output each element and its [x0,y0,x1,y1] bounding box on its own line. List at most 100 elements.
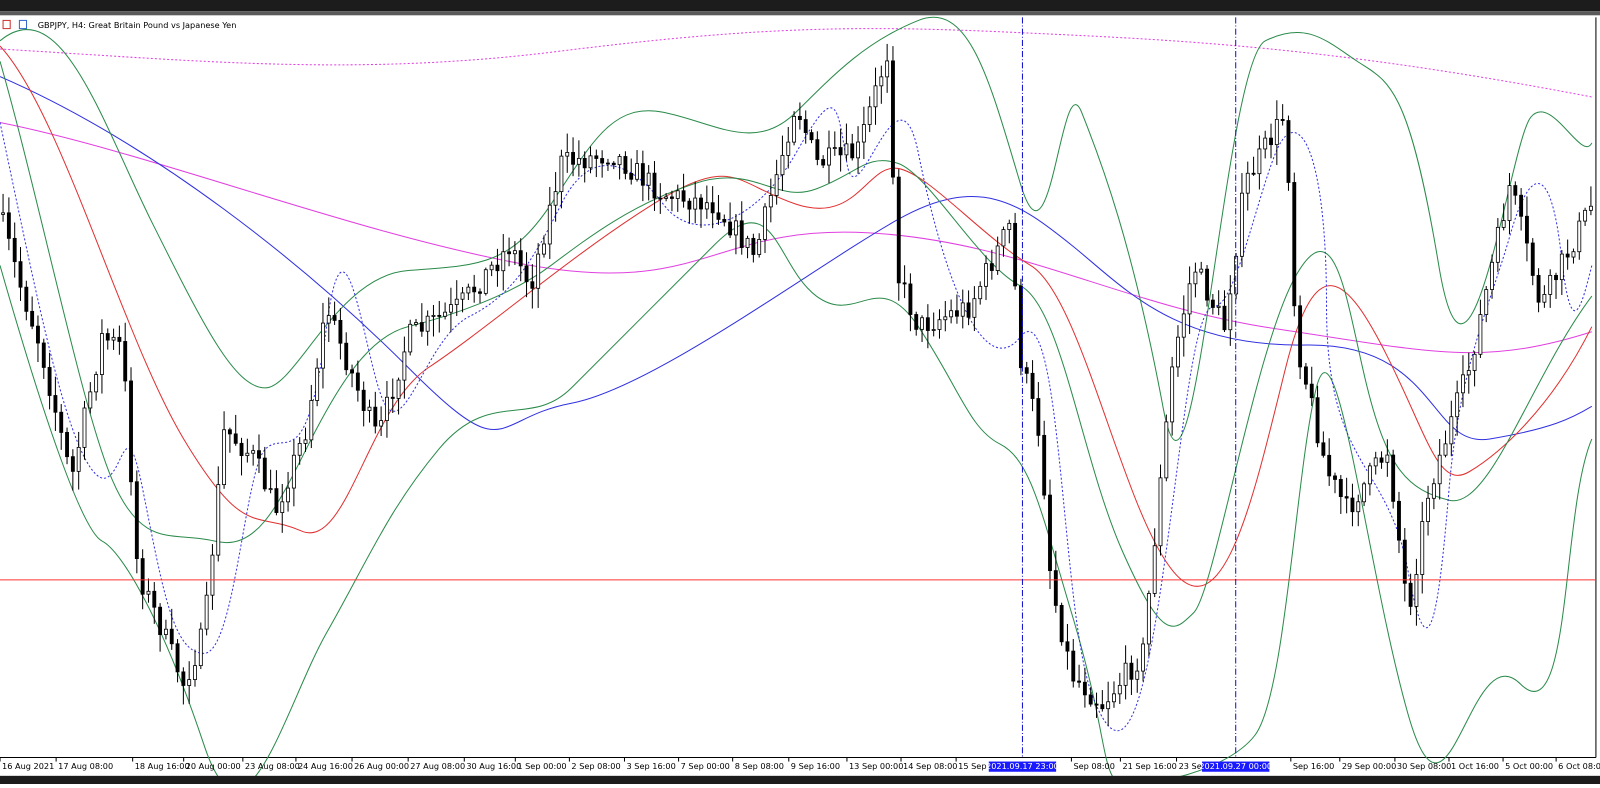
candle-body [1327,454,1332,477]
candle-body [489,264,494,271]
time-label: 9 Sep 16:00 [791,761,840,771]
candle-body [652,172,657,199]
candle-body [925,317,930,331]
time-label: 2 Sep 08:00 [571,761,620,771]
candle-body [268,488,273,491]
candle-body [611,162,616,166]
candle-body [350,369,354,374]
candle-body [1525,215,1529,244]
time-label: 20 Aug 00:00 [186,761,241,771]
candle-body [1397,500,1401,541]
candle-body [47,367,52,396]
candle-body [408,323,413,353]
candle-body [1426,497,1430,522]
candle-body [949,310,954,318]
time-label: 7 Sep 00:00 [681,761,730,771]
candle-body [175,643,180,673]
time-label: 1 Sep 00:00 [517,761,566,771]
candle-body [169,628,174,645]
candle-body [1251,172,1256,175]
candles [1,43,1593,727]
candle-body [117,336,122,342]
candle-body [30,310,35,327]
candle-body [629,172,634,180]
time-label: 24 Aug 16:00 [298,761,353,771]
candle-body [1367,465,1372,485]
candle-body [501,251,506,272]
candle-body [920,317,924,330]
candle-body [193,665,197,681]
candle-body [472,286,477,293]
candle-body [821,159,826,166]
candle-body [210,554,215,596]
candle-body [704,202,709,210]
candle-body [338,319,343,344]
time-label: 23 Aug 08:00 [245,761,300,771]
candle-body [1484,289,1489,315]
candle-body [989,263,994,271]
candle-body [571,152,575,165]
candle-body [1338,479,1343,498]
candle-body [670,196,674,199]
time-label: 8 Sep 08:00 [735,761,784,771]
time-label: 15 Sep 16:00 [958,761,1012,771]
candle-body [896,176,901,284]
candle-body [1176,336,1180,368]
candle-body [373,406,378,427]
time-label: 18 Aug 16:00 [135,761,190,771]
candle-body [367,406,372,411]
candle-body [1303,366,1308,385]
candle-body [728,221,733,236]
bollinger-lower [0,222,1593,788]
time-label: 14 Sep 08:00 [903,761,957,771]
candle-body [588,155,593,169]
candle-body [995,245,1000,271]
candle-body [1577,220,1582,253]
candle-body [431,314,436,317]
candle-body [844,143,849,156]
candle-body [187,679,192,686]
candle-body [152,590,157,608]
candle-body [1,212,5,215]
candle-body [41,342,46,368]
candle-body [1321,442,1326,456]
candle-body [414,322,418,325]
candle-body [1071,650,1076,682]
candle-body [1420,521,1425,575]
candle-body [1513,185,1518,196]
candle-body [309,400,314,441]
candle-body [1053,570,1058,606]
time-label: Sep 16:00 [1293,761,1334,771]
candle-body [1193,271,1198,285]
candle-body [198,628,203,667]
candle-body [216,484,221,556]
time-label: 21 Sep 16:00 [1122,761,1176,771]
candle-body [774,174,779,196]
candle-body [1583,209,1588,222]
candle-body [623,156,628,174]
candle-body [832,147,837,149]
candle-body [280,501,285,513]
candle-body [1478,314,1483,355]
candle-body [1239,192,1244,257]
candle-body [1536,275,1541,303]
candle-body [204,594,209,630]
candle-body [757,239,762,255]
candle-body [1245,172,1250,194]
candle-body [344,342,349,371]
candle-body [518,250,523,267]
candle-body [693,197,698,210]
bollinger-upper [0,16,1593,441]
candle-body [815,139,820,160]
candle-body [303,439,308,444]
candle-body [82,407,87,448]
candle-body [1152,545,1157,594]
candle-body [53,395,58,413]
candle-body [1333,475,1337,480]
candle-body [658,197,663,200]
candle-body [1117,684,1122,695]
candle-body [1408,582,1413,607]
candle-body [1402,539,1407,584]
